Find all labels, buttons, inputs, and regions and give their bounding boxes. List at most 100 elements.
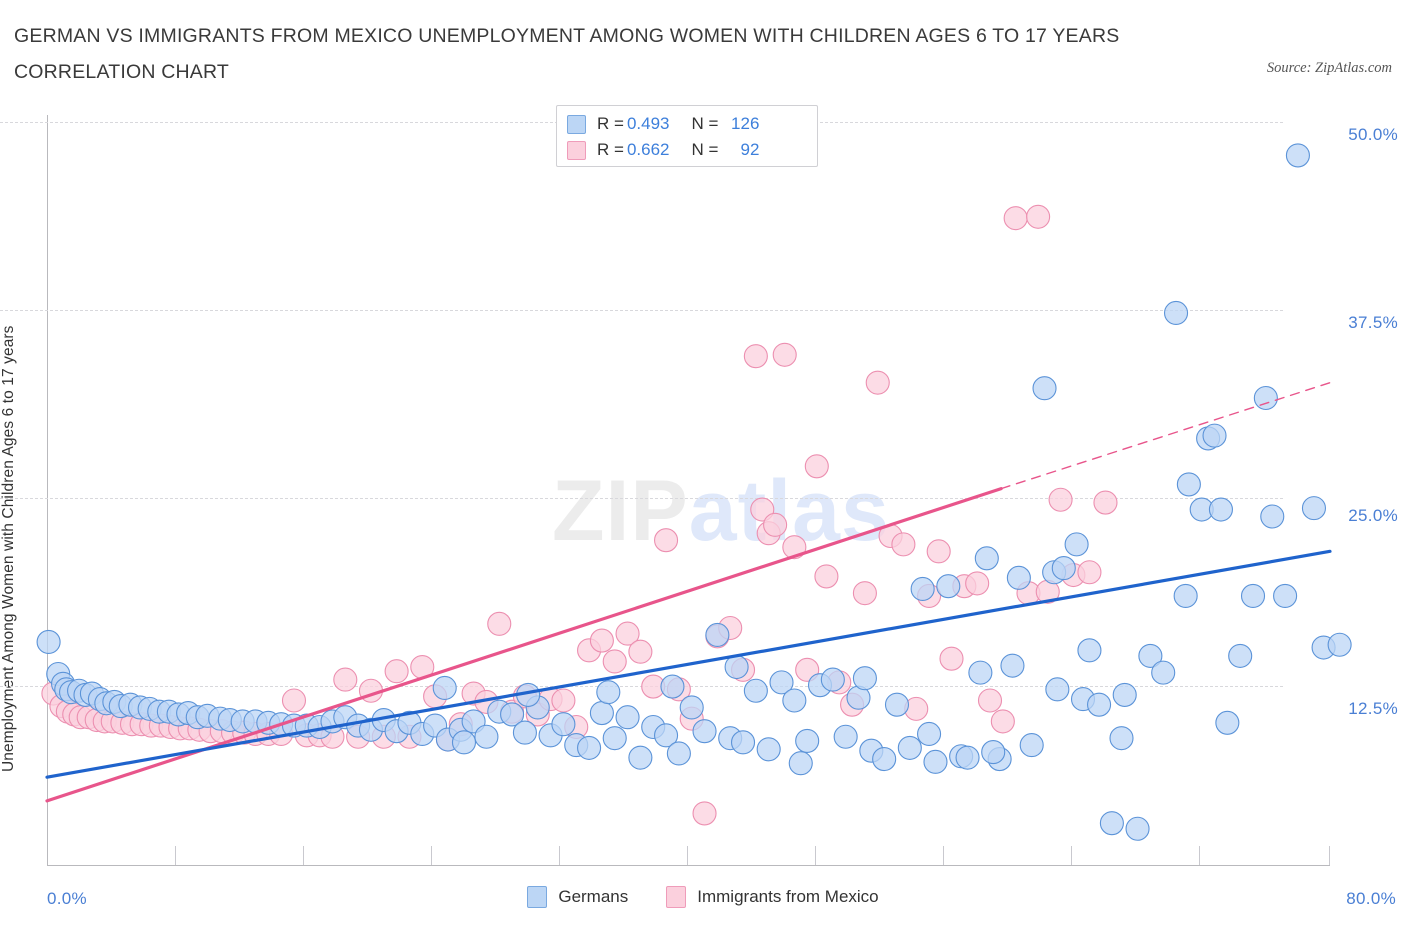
data-point [1163,300,1189,326]
legend-swatch-immigrants [567,140,586,160]
data-point [500,702,525,727]
x-tick [687,846,688,865]
data-point [910,576,935,602]
y-tick-label-50: 50.0% [1348,125,1398,144]
data-point [660,674,685,699]
correlation-stats-box: R = 0.493 N = 126 R = 0.662 N = 92 [556,105,818,167]
trendline [45,549,1332,779]
y-axis-line [47,115,48,865]
stat-row-germans: R = 0.493 N = 126 [567,111,807,137]
data-point [1019,733,1044,758]
stat-n-label-germans: N = [691,114,719,133]
stat-row-immigrants: R = 0.662 N = 92 [567,137,807,163]
data-point [852,581,877,606]
data-point [551,688,576,713]
data-point [692,801,717,826]
legend-item-germans[interactable]: Germans [527,886,628,908]
data-point [1077,638,1102,663]
x-tick [943,846,944,865]
data-point [1026,204,1051,229]
data-point [474,724,499,749]
data-point [1045,677,1070,702]
data-point [965,571,990,596]
source-label: Source: ZipAtlas.com [1266,60,1392,76]
data-point [666,741,691,766]
data-point [551,712,576,737]
data-point [865,370,890,395]
stat-n-value-immigrants: 92 [740,140,760,159]
stat-r-label-germans: R = [597,114,624,133]
data-point [281,688,307,713]
data-point [974,546,999,571]
data-point [451,730,477,755]
data-point [1093,490,1118,515]
data-point [1202,423,1227,448]
data-point [692,719,717,744]
data-point [628,745,653,770]
data-point [955,745,980,770]
data-point [1006,565,1031,590]
x-tick-label-max: 80.0% [1346,889,1396,908]
data-point [1176,472,1201,497]
data-point [487,611,512,636]
data-point [1064,532,1089,557]
data-point [1087,692,1112,717]
x-tick [303,846,304,865]
data-point [977,688,1003,713]
legend-label-immigrants: Immigrants from Mexico [697,887,879,906]
data-point [814,564,839,589]
data-point [788,751,813,776]
data-point [602,726,627,751]
page-title: GERMAN VS IMMIGRANTS FROM MEXICO UNEMPLO… [14,25,1120,83]
legend-item-immigrants[interactable]: Immigrants from Mexico [666,886,879,908]
stat-r-value-immigrants: 0.662 [626,140,670,159]
trendline-dashed [1000,381,1331,490]
data-point [763,512,788,537]
legend-label-germans: Germans [558,887,629,906]
y-tick-label-37: 37.5% [1348,313,1398,332]
data-point [1138,643,1163,668]
data-point [333,667,358,692]
x-axis-line [47,865,1330,866]
x-tick [1329,846,1330,865]
data-point [782,688,807,713]
data-point [1051,556,1076,581]
stat-r-value-germans: 0.493 [626,114,670,133]
data-point [1253,385,1278,411]
x-tick [1071,846,1072,865]
y-tick-label-25: 25.0% [1348,506,1398,525]
data-point [615,705,640,730]
data-point [897,735,922,760]
data-point [1260,504,1285,529]
data-point [596,680,621,705]
data-point [384,659,409,684]
series-legend: Germans Immigrants from Mexico [0,886,1406,908]
data-point [724,654,749,680]
data-point [743,344,768,369]
data-point [1215,710,1240,735]
data-point [679,695,704,720]
gridline-37 [0,310,1283,311]
x-tick [431,846,432,865]
data-point [884,692,910,717]
y-tick-label-12: 12.5% [1348,699,1398,718]
data-point [36,629,61,655]
trendline [45,487,1003,803]
data-point [833,724,858,749]
data-point [602,649,627,674]
data-point [1273,583,1298,609]
data-point [653,723,679,748]
data-point [990,709,1015,734]
data-point [653,528,679,553]
data-point [1208,497,1233,522]
data-point [1077,560,1102,585]
legend-swatch-immigrants-bottom [666,886,687,908]
data-point [1173,583,1198,609]
data-point [577,735,602,760]
data-point [1112,682,1137,707]
data-point [1301,496,1327,521]
gridline-25 [0,498,1283,499]
data-point [1327,632,1352,657]
